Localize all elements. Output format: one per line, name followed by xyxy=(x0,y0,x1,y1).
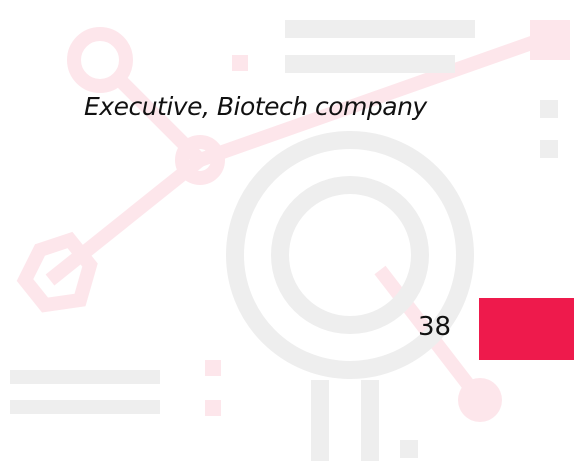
page-tab xyxy=(479,298,574,360)
caption: Executive, Biotech company xyxy=(84,92,427,121)
page-number: 38 xyxy=(418,312,452,342)
